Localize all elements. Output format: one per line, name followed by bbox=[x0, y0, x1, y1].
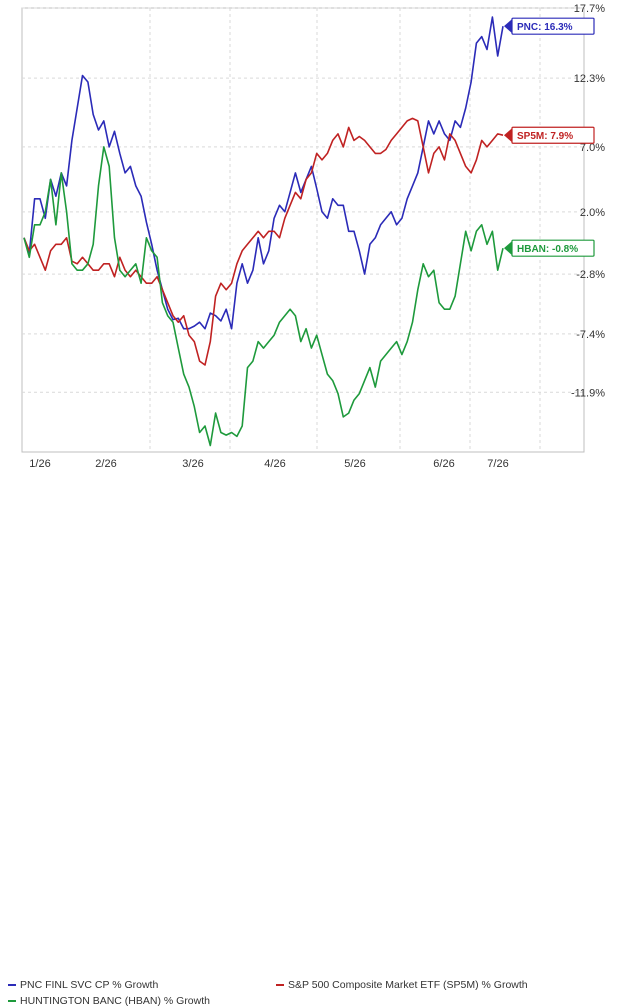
end-label-box-0 bbox=[511, 17, 595, 35]
end-label-pointer-2 bbox=[504, 241, 512, 256]
stock-growth-chart: 17.7% 12.3% 7.0% 2.0% -2.8% -7.4% -11.9% 1/26 2… bbox=[8, 3, 605, 1007]
legend-swatch-hban bbox=[8, 1000, 16, 1002]
legend-swatch-pnc bbox=[8, 984, 16, 986]
end-labels: PNC: 16.3% SP5M: 7.9% HBAN: -0.8% bbox=[504, 17, 595, 257]
x-tick-label-5: 6/26 bbox=[433, 458, 454, 470]
gridlines bbox=[22, 7, 584, 452]
x-tick-label-3: 4/26 bbox=[264, 458, 285, 470]
end-label-1: SP5M: 7.9% bbox=[504, 126, 595, 144]
y-tick-label-5: -7.4% bbox=[576, 329, 605, 341]
end-label-text-0: PNC: 16.3% bbox=[517, 22, 573, 33]
end-label-box-2 bbox=[511, 239, 595, 257]
end-label-pointer-0 bbox=[504, 19, 512, 34]
chart-svg: 17.7% 12.3% 7.0% 2.0% -2.8% -7.4% -11.9% 1/26 2… bbox=[21, 3, 605, 470]
x-tick-label-0: 1/26 bbox=[29, 458, 50, 470]
series-line-2 bbox=[23, 146, 504, 447]
end-label-text-2: HBAN: -0.8% bbox=[517, 244, 578, 255]
x-tick-label-4: 5/26 bbox=[344, 458, 365, 470]
legend-label-hban: HUNTINGTON BANC (HBAN) % Growth bbox=[20, 995, 210, 1007]
legend-swatch-sp5m bbox=[276, 984, 284, 986]
y-tick-label-2: 7.0% bbox=[580, 142, 605, 154]
end-label-text-1: SP5M: 7.9% bbox=[517, 131, 573, 142]
legend-item-hban: HUNTINGTON BANC (HBAN) % Growth bbox=[8, 995, 210, 1007]
series-line-1 bbox=[23, 117, 504, 366]
legend-label-pnc: PNC FINL SVC CP % Growth bbox=[20, 979, 159, 991]
series-lines bbox=[23, 16, 504, 447]
x-tick-label-6: 7/26 bbox=[487, 458, 508, 470]
legend-item-pnc: PNC FINL SVC CP % Growth bbox=[8, 979, 158, 991]
x-tick-label-1: 2/26 bbox=[95, 458, 116, 470]
x-tick-label-2: 3/26 bbox=[182, 458, 203, 470]
y-tick-label-1: 12.3% bbox=[574, 73, 605, 85]
plot-area bbox=[21, 7, 585, 453]
y-axis-ticks: 17.7% 12.3% 7.0% 2.0% -2.8% -7.4% -11.9% bbox=[571, 3, 605, 399]
end-label-pointer-1 bbox=[504, 128, 512, 143]
y-tick-label-4: -2.8% bbox=[576, 269, 605, 281]
end-label-0: PNC: 16.3% bbox=[504, 17, 595, 35]
x-axis-ticks: 1/26 2/26 3/26 4/26 5/26 6/26 7/26 bbox=[29, 458, 508, 470]
legend-item-sp5m: S&P 500 Composite Market ETF (SP5M) % Gr… bbox=[276, 979, 528, 991]
y-tick-label-0: 17.7% bbox=[574, 3, 605, 15]
y-tick-label-3: 2.0% bbox=[580, 207, 605, 219]
end-label-2: HBAN: -0.8% bbox=[504, 239, 595, 257]
y-tick-label-6: -11.9% bbox=[571, 387, 605, 399]
legend-label-sp5m: S&P 500 Composite Market ETF (SP5M) % Gr… bbox=[288, 979, 528, 991]
end-label-box-1 bbox=[511, 126, 595, 144]
